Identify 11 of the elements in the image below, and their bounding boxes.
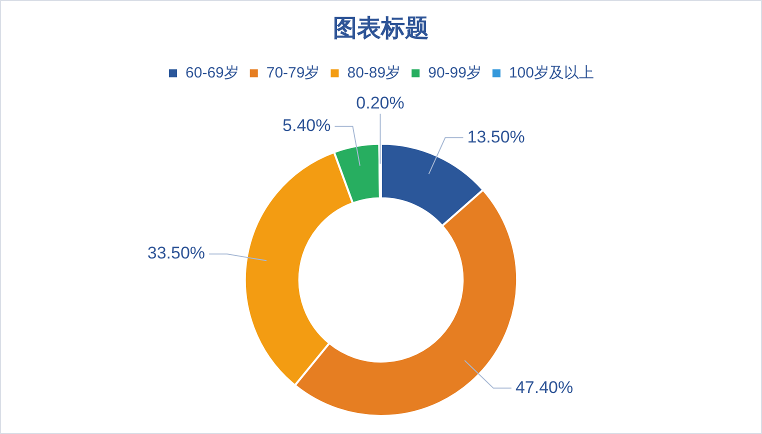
legend-label: 100岁及以上 (508, 64, 594, 82)
legend-label: 70-79岁 (266, 64, 320, 82)
data-label: 13.50% (467, 127, 525, 146)
chart-title: 图表标题 (333, 15, 429, 42)
data-label: 5.40% (282, 116, 331, 136)
legend-label: 80-89岁 (347, 64, 401, 82)
legend-label: 60-69岁 (186, 64, 239, 82)
data-label: 33.50% (147, 244, 206, 263)
data-label: 47.40% (515, 378, 574, 397)
legend-label: 90-99岁 (428, 64, 482, 82)
data-label: 0.20% (356, 93, 404, 112)
